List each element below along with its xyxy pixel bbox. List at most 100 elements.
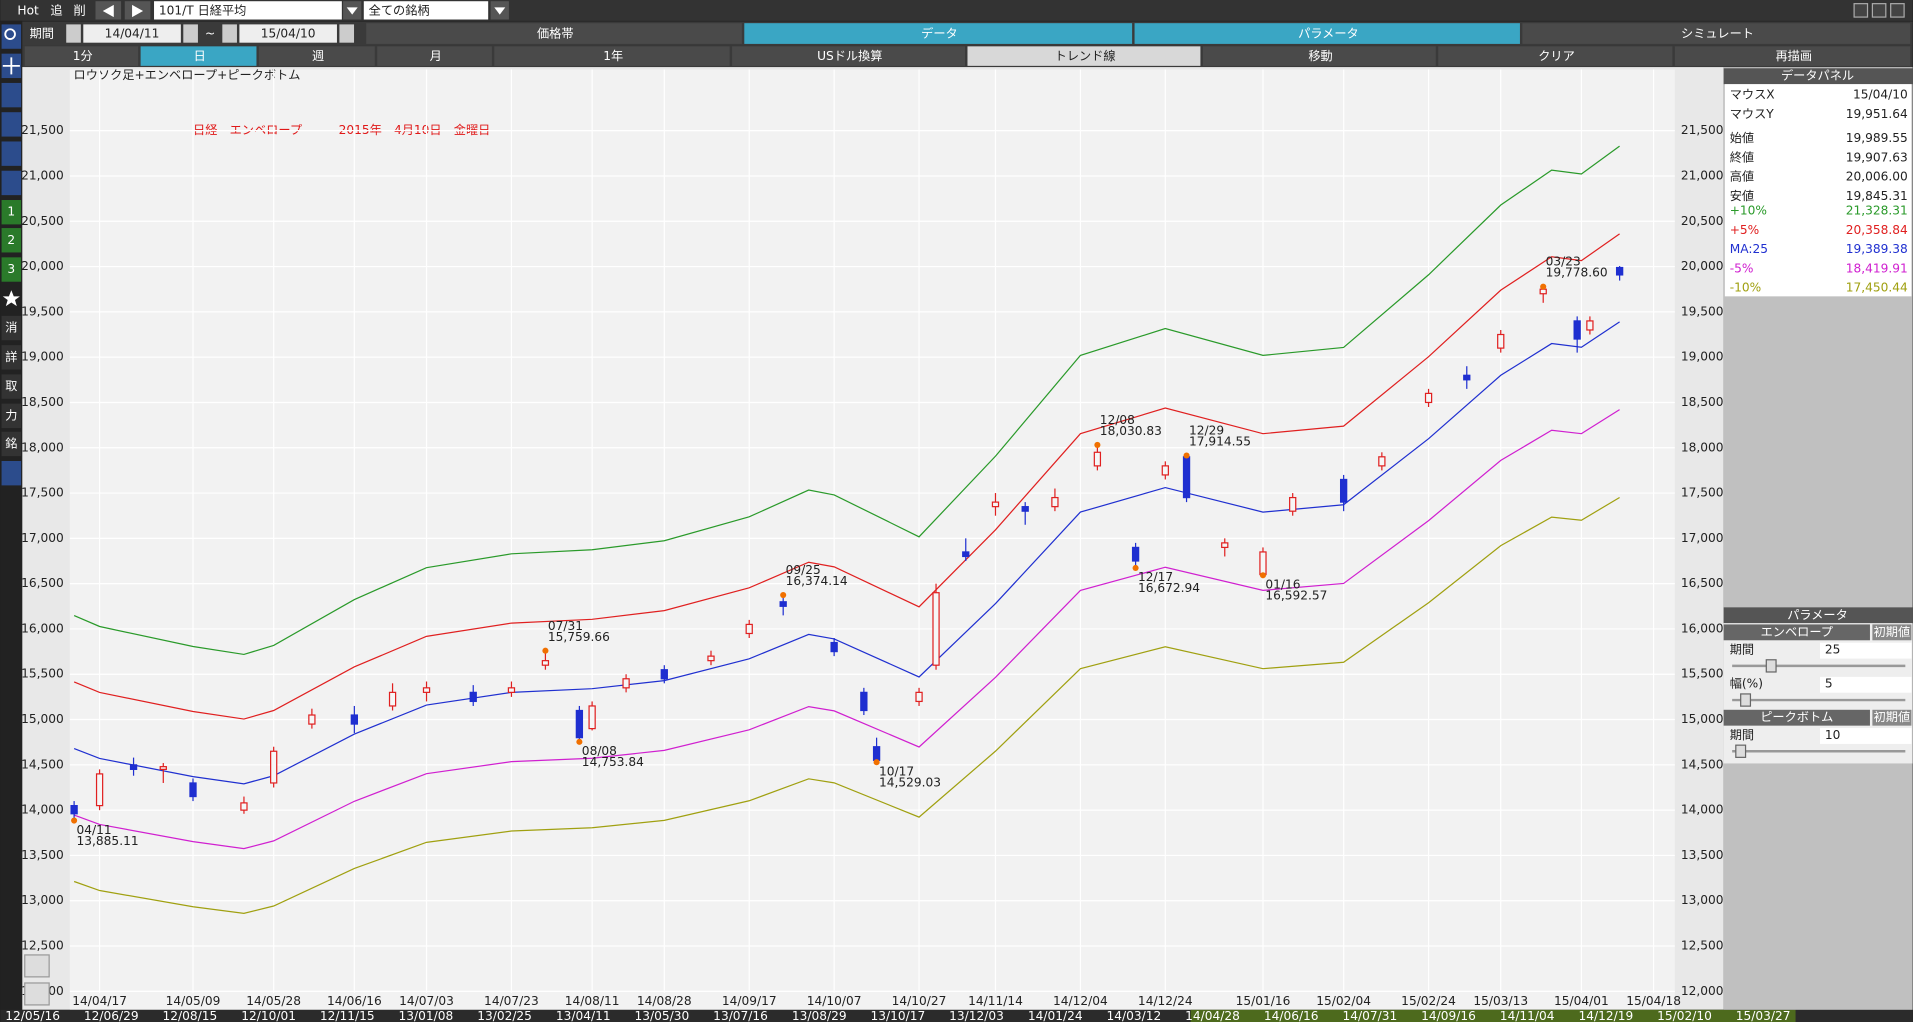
range-button[interactable]: [24, 46, 139, 66]
tool-button[interactable]: [1, 228, 22, 253]
range-button[interactable]: [258, 46, 375, 66]
y-tick-label: 13,000: [1681, 893, 1724, 907]
x-tick-label: 15/02/04: [1316, 994, 1371, 1008]
star: [2, 290, 20, 307]
y-tick-label: 18,500: [21, 395, 64, 409]
label: エンベロープ: [1761, 625, 1833, 639]
candle-body: [1221, 542, 1229, 549]
range-button[interactable]: [494, 46, 730, 66]
to-box[interactable]: [239, 24, 337, 43]
y-tick-label: 16,500: [1681, 576, 1724, 590]
y-tick-label: 17,000: [21, 531, 64, 545]
peak-marker: [576, 738, 583, 745]
tab[interactable]: [744, 23, 1133, 44]
tool-button[interactable]: [1, 315, 22, 341]
long-tick-label: 13/04/11: [556, 1009, 611, 1022]
range-button[interactable]: [1674, 46, 1911, 66]
label: データ: [921, 26, 958, 41]
label: 15/04/10: [261, 27, 316, 41]
window-button: [1871, 3, 1887, 18]
slider-thumb[interactable]: [1740, 693, 1752, 707]
tool-button[interactable]: [1, 403, 22, 429]
arrow: [222, 24, 237, 43]
label: 期間: [30, 27, 54, 41]
range-button[interactable]: [1202, 46, 1436, 66]
label: 期間: [1730, 643, 1754, 657]
candle-body: [1161, 465, 1169, 476]
tool-icon[interactable]: [1, 82, 22, 108]
tool-button[interactable]: [1, 257, 22, 282]
long-tick-label: 12/10/01: [241, 1009, 296, 1022]
candle-body: [872, 746, 881, 761]
peak-date: 12/17: [1138, 570, 1173, 584]
tool-icon[interactable]: [1, 170, 22, 196]
y-tick-label: 19,500: [1681, 304, 1724, 318]
label: Hot: [17, 3, 39, 17]
long-tick-label: 15/02/10: [1657, 1009, 1712, 1022]
symbol-box[interactable]: [154, 1, 342, 20]
peak-date: 12/29: [1189, 424, 1224, 438]
label: 詳: [5, 349, 17, 364]
long-tick-label: 14/06/16: [1264, 1009, 1319, 1022]
universe-box[interactable]: [363, 1, 489, 20]
label: USドル換算: [817, 48, 882, 63]
slider-thumb[interactable]: [1765, 659, 1777, 673]
label: 101/T 日経平均: [159, 3, 246, 17]
y-tick-label: 14,000: [1681, 803, 1724, 817]
tab[interactable]: [366, 23, 742, 44]
tool-button[interactable]: [1, 374, 22, 399]
range-button[interactable]: [140, 46, 257, 66]
range-button[interactable]: [1438, 46, 1673, 66]
plot-bg: [69, 69, 1675, 1010]
chart-tool[interactable]: [24, 982, 50, 1006]
candle-body: [308, 714, 316, 725]
peak-marker: [1094, 441, 1101, 449]
label: 消: [5, 321, 17, 335]
peak-marker: [1540, 283, 1547, 290]
tool-icon[interactable]: [1, 460, 22, 486]
label: 1年: [603, 49, 623, 63]
candle-body: [622, 678, 630, 689]
range-button[interactable]: [732, 46, 966, 66]
peak-date: 03/23: [1546, 255, 1581, 269]
tool-button[interactable]: [1, 345, 22, 370]
value-box: [1819, 676, 1912, 693]
tab[interactable]: [1522, 23, 1911, 44]
label: シミュレート: [1681, 27, 1754, 41]
label: 力: [5, 408, 17, 422]
long-tick-label: 13/05/30: [635, 1009, 690, 1022]
label: 19,989.55: [1846, 131, 1908, 145]
candle-body: [1051, 496, 1059, 508]
candle-body: [1182, 456, 1191, 499]
y-tick-label: 13,000: [21, 893, 64, 907]
tool-button[interactable]: [1, 431, 22, 457]
tool-icon[interactable]: [1, 112, 22, 137]
drop-icon: [346, 7, 358, 15]
label: 19,845.31: [1846, 189, 1908, 203]
panel-head: [1723, 68, 1913, 85]
y-tick-label: 18,000: [1681, 440, 1724, 454]
tab[interactable]: [1134, 23, 1520, 44]
tool-button[interactable]: [1, 200, 22, 225]
reset-button[interactable]: [1872, 624, 1912, 641]
tool-icon[interactable]: [1, 24, 22, 49]
long-tick-label: 14/04/28: [1185, 1009, 1240, 1022]
peak-marker: [542, 647, 549, 654]
candle-body: [189, 782, 197, 798]
peak-value: 18,030.83: [1100, 424, 1162, 438]
long-tick-label: 12/11/15: [320, 1009, 375, 1022]
candle-body: [129, 764, 138, 770]
tool-icon[interactable]: [1, 141, 22, 166]
from-box[interactable]: [83, 24, 181, 43]
reset-button[interactable]: [1872, 709, 1912, 726]
label: パラメータ: [1298, 27, 1359, 41]
range-button[interactable]: [377, 46, 492, 66]
slider-thumb[interactable]: [1735, 744, 1747, 758]
chart-tool[interactable]: [24, 954, 50, 978]
candle-body: [1289, 496, 1297, 512]
y-tick-label: 19,000: [21, 350, 64, 364]
y-tick-label: 20,500: [21, 214, 64, 228]
next-icon: [132, 4, 144, 18]
range-button[interactable]: [967, 46, 1201, 66]
y-tick-label: 18,000: [21, 440, 64, 454]
